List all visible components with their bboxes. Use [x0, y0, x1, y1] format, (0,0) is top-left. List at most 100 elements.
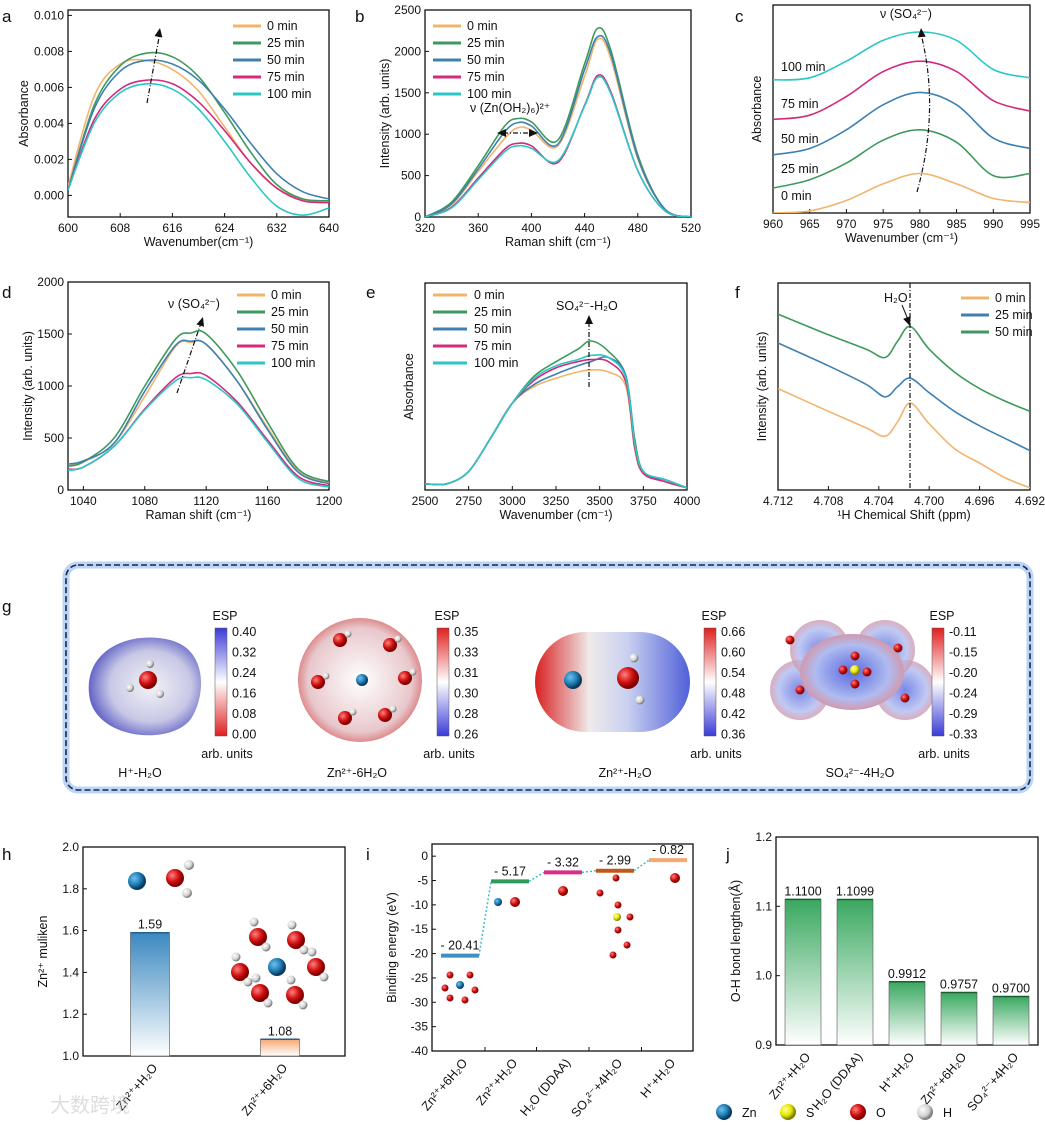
bar — [130, 932, 170, 1057]
series-line-25-min — [773, 128, 1030, 189]
y-tick-label: 1.2 — [62, 1007, 79, 1021]
y-tick-label: 2.0 — [62, 840, 79, 854]
colorbar-unit: arb. units — [918, 747, 969, 761]
panel-label-i: i — [366, 845, 370, 864]
connector-line — [528, 871, 545, 882]
y-tick-label: 1500 — [394, 86, 421, 100]
x-tick-label: 975 — [873, 217, 893, 231]
hydrogen-atom — [389, 705, 397, 713]
x-tick-label: 400 — [521, 221, 541, 235]
y-tick-label: 1000 — [394, 127, 421, 141]
hydrogen-atom — [126, 684, 134, 692]
series-line-100-min — [68, 376, 329, 488]
y-tick-label: -25 — [411, 971, 429, 985]
x-tick-label: 990 — [983, 217, 1003, 231]
oxygen-atom — [850, 679, 860, 689]
hydrogen-atom — [344, 630, 352, 638]
oxygen-atom — [850, 651, 860, 661]
annotation-label: ν (SO₄²⁻) — [880, 7, 932, 21]
colorbar-tick-label: -0.33 — [949, 728, 978, 742]
series-line-25-min — [68, 51, 329, 202]
series-line-50-min — [773, 91, 1030, 156]
x-tick-label: 4.696 — [965, 494, 995, 508]
series-group — [68, 51, 329, 217]
legend-label: 75 min — [474, 339, 512, 353]
series-group — [778, 313, 1030, 489]
series-line-50-min — [68, 339, 329, 485]
esp-map-label: H⁺-H₂O — [118, 766, 162, 780]
colorbar-tick-label: 0.28 — [454, 707, 478, 721]
category-label: SO₄²⁻+4H₂O — [964, 1050, 1021, 1114]
legend-label: 50 min — [271, 322, 309, 336]
y-tick-label: 500 — [44, 431, 64, 445]
zinc-atom — [564, 671, 582, 689]
chart-c: Absorbance 960 965 970 975 980 985 990 995 Wavenu… — [750, 4, 1040, 245]
plot-frame — [82, 846, 346, 1057]
plot-frame — [772, 4, 1031, 214]
panel-label-d: d — [2, 283, 11, 302]
x-tick-label: 360 — [468, 221, 488, 235]
x-tick-label: 640 — [319, 221, 339, 235]
hydrogen-atom — [629, 653, 639, 663]
atom-legend-S-icon — [780, 1104, 796, 1120]
hydrogen-atom — [349, 708, 357, 716]
x-tick-label: 440 — [575, 221, 595, 235]
y-tick-label: 2000 — [394, 44, 421, 58]
x-axis-label: Raman shift (cm⁻¹) — [146, 508, 252, 522]
oxygen-atom — [398, 671, 412, 685]
category-label: H₂O (DDAA) — [517, 1056, 573, 1119]
panel-label-g: g — [2, 597, 11, 616]
y-axis-label: Zn²⁺ muliken — [36, 916, 50, 988]
x-tick-label: 520 — [681, 221, 701, 235]
panel-label-e: e — [366, 283, 375, 302]
oxygen-atom — [249, 928, 267, 946]
y-tick-label: 2500 — [394, 3, 421, 17]
panel-label-f: f — [735, 283, 740, 302]
x-tick-label: 1200 — [316, 494, 343, 508]
legend-label: 25 min — [995, 308, 1033, 322]
plot-frame — [777, 282, 1031, 491]
panel-label-b: b — [355, 7, 364, 26]
y-tick-label: 0 — [414, 210, 421, 224]
chart-e: Absorbance 2500 2750 3000 3250 3500 3750 4000 Wa… — [402, 282, 701, 522]
x-tick-label: 4000 — [674, 494, 701, 508]
chart-d: 0 500 1000 1500 2000 Intensity (arb. units) 10… — [21, 275, 343, 522]
y-axis-label: Binding energy (eV) — [385, 892, 399, 1002]
value-label: 1.1100 — [784, 884, 821, 898]
arrow-head — [154, 28, 163, 38]
hydrogen-atom — [299, 945, 309, 955]
oxygen-atom — [231, 963, 249, 981]
series-label: 0 min — [781, 189, 812, 203]
oxygen-atom — [441, 984, 449, 992]
series-line-100-min — [773, 31, 1030, 81]
hydrogen-atom — [184, 860, 194, 870]
annotation-label: H₂O — [884, 291, 908, 305]
oxygen-atom — [626, 913, 634, 921]
oxygen-atom — [251, 984, 269, 1002]
x-tick-label: 980 — [910, 217, 930, 231]
value-label: - 5.17 — [494, 864, 526, 878]
y-tick-label: 500 — [401, 169, 421, 183]
colorbar-tick-label: 0.54 — [721, 666, 745, 680]
legend-label: 25 min — [474, 305, 512, 319]
x-tick-label: 1040 — [70, 494, 97, 508]
y-tick-label: 0.004 — [34, 116, 64, 130]
value-label: 0.9700 — [992, 981, 1030, 995]
oxygen-atom — [461, 996, 469, 1004]
atom-legend-H-icon — [917, 1104, 933, 1120]
oxygen-atom — [471, 986, 479, 994]
legend-label: 0 min — [467, 19, 498, 33]
value-label: 1.59 — [138, 918, 162, 932]
y-axis-label: O-H bond lengthen(Å) — [728, 880, 743, 1002]
colorbar-tick-label: 0.30 — [454, 687, 478, 701]
hydrogen-atom — [409, 668, 417, 676]
colorbar-unit: arb. units — [690, 747, 741, 761]
x-axis-label: Raman shift (cm⁻¹) — [505, 235, 611, 249]
annotation-label: ν (SO₄²⁻) — [168, 297, 220, 311]
x-axis-label: ¹H Chemical Shift (ppm) — [837, 508, 970, 522]
chart-f: Intensity (arb. units) 4.712 4.708 4.704 4.7… — [755, 282, 1045, 522]
category-label: H₂O (DDAA) — [809, 1050, 865, 1113]
atom-legend-label: H — [943, 1106, 952, 1120]
